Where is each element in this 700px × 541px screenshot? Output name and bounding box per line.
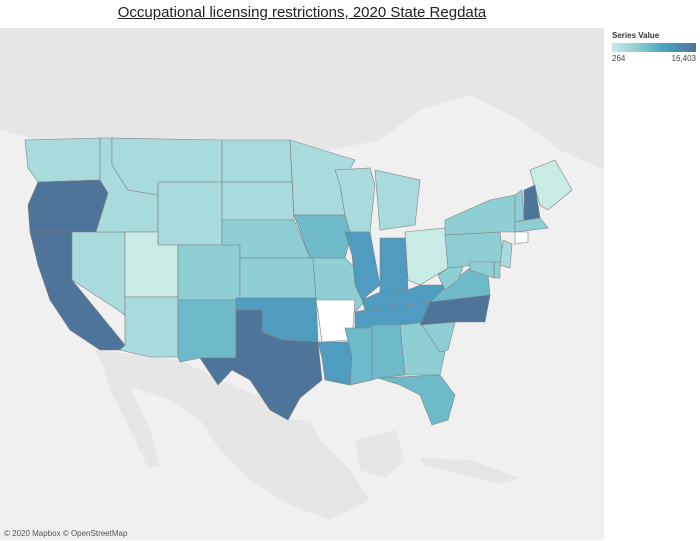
legend-max-label: 16,403	[671, 54, 696, 63]
legend-min-label: 264	[612, 54, 626, 63]
state-me[interactable]	[529, 159, 573, 211]
state-ks[interactable]	[239, 257, 317, 299]
cuba-land	[420, 458, 520, 484]
yucatan-land	[355, 430, 405, 478]
state-az[interactable]	[119, 296, 179, 358]
state-oh[interactable]	[404, 227, 449, 286]
baja-land	[100, 355, 160, 468]
state-nd[interactable]	[221, 139, 293, 183]
state-wy[interactable]	[157, 181, 223, 246]
state-fl[interactable]	[377, 374, 456, 426]
state-md[interactable]	[469, 261, 495, 279]
state-al[interactable]	[371, 324, 406, 381]
state-ms[interactable]	[344, 327, 373, 386]
state-ar[interactable]	[315, 299, 356, 343]
state-co[interactable]	[177, 244, 241, 301]
state-or[interactable]	[27, 179, 109, 233]
state-vt[interactable]	[514, 189, 525, 223]
state-ny[interactable]	[444, 194, 516, 236]
state-ma[interactable]	[514, 217, 549, 233]
state-ia[interactable]	[293, 214, 353, 259]
states-layer[interactable]	[24, 137, 573, 426]
state-ct[interactable]	[514, 231, 529, 245]
state-in[interactable]	[379, 237, 409, 293]
map-canvas[interactable]	[0, 28, 604, 540]
state-nm[interactable]	[177, 299, 237, 363]
state-mi[interactable]	[374, 169, 421, 231]
map-attribution: © 2020 Mapbox © OpenStreetMap	[4, 529, 128, 538]
state-tx[interactable]	[199, 309, 323, 421]
legend-gradient-bar	[612, 43, 696, 52]
choropleth-map[interactable]	[0, 28, 604, 540]
legend-title: Series Value	[612, 31, 660, 40]
color-legend: Series Value 264 16,403	[612, 31, 698, 63]
canada-land	[0, 28, 604, 170]
map-title: Occupational licensing restrictions, 202…	[117, 4, 487, 21]
state-nj[interactable]	[499, 239, 513, 269]
state-de[interactable]	[493, 261, 501, 279]
state-sd[interactable]	[221, 181, 295, 221]
state-wa[interactable]	[24, 137, 101, 183]
mexico-land	[95, 350, 370, 520]
state-wv[interactable]	[437, 261, 466, 291]
